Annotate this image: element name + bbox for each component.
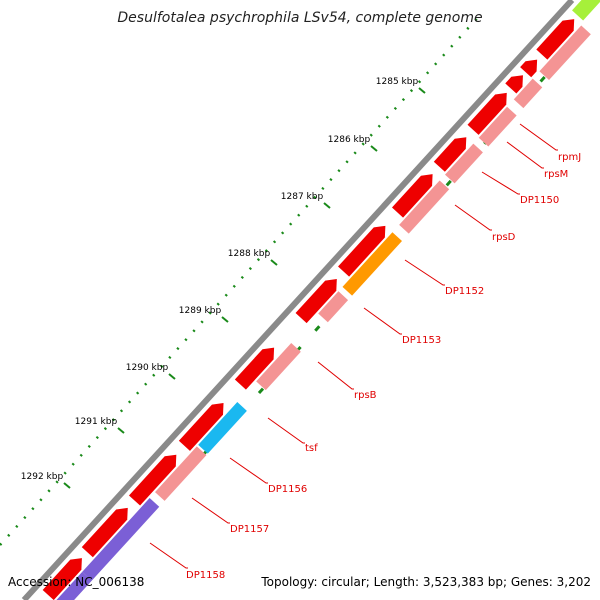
gene-leader-line bbox=[191, 497, 230, 524]
forward-gene-13 bbox=[536, 19, 575, 60]
gene-label-dp1157: DP1157 bbox=[230, 524, 269, 535]
kbp-tick-label: 1289 kbp bbox=[179, 306, 222, 316]
accession-text: Accession: NC_006138 bbox=[8, 575, 144, 589]
gene-leader-line bbox=[506, 141, 544, 169]
kbp-tick-mark bbox=[117, 427, 125, 434]
kbp-tick-mark bbox=[370, 145, 378, 152]
forward-gene-2 bbox=[81, 507, 128, 558]
gene-leader-line bbox=[317, 361, 354, 390]
forward-gene-4 bbox=[178, 403, 224, 451]
kbp-tick-label: 1286 kbp bbox=[328, 135, 371, 145]
kbp-ticks: 1285 kbp 1286 kbp 1287 kbp 1288 kbp 1289 kbp… bbox=[21, 77, 426, 489]
reverse-gene-7 bbox=[342, 232, 403, 296]
reverse-gene-5 bbox=[256, 342, 301, 391]
kbp-tick-mark bbox=[168, 373, 176, 380]
kbp-tick-label: 1287 kbp bbox=[281, 192, 324, 202]
gene-label-tsf: tsf bbox=[305, 443, 318, 454]
forward-strand-genes bbox=[42, 0, 600, 600]
forward-gene-11 bbox=[505, 75, 523, 94]
gene-labels: rpmJ rpsM DP1150 rpsD DP1152 DP1153 rpsB tsf DP1… bbox=[149, 123, 581, 581]
gene-label-rpsd: rpsD bbox=[492, 232, 516, 243]
gene-label-dp1153: DP1153 bbox=[402, 335, 441, 346]
kbp-tick-mark bbox=[63, 482, 71, 489]
reverse-gene-9 bbox=[445, 143, 483, 184]
reverse-gene-4 bbox=[198, 402, 247, 454]
reverse-gene-1 bbox=[56, 571, 92, 600]
forward-gene-8 bbox=[391, 174, 433, 218]
forward-gene-6 bbox=[295, 278, 337, 324]
reverse-gene-11 bbox=[513, 78, 543, 109]
gene-label-rpsm: rpsM bbox=[544, 169, 568, 180]
gene-leader-line bbox=[363, 307, 402, 335]
kbp-tick-mark bbox=[221, 316, 229, 323]
gene-leader-line bbox=[149, 542, 188, 569]
gene-leader-line bbox=[454, 204, 492, 231]
forward-gene-1 bbox=[42, 558, 82, 600]
gene-label-dp1156: DP1156 bbox=[268, 484, 307, 495]
kbp-tick-label: 1291 kbp bbox=[75, 417, 118, 427]
reverse-gene-6 bbox=[318, 291, 349, 323]
kbp-tick-label: 1290 kbp bbox=[126, 363, 169, 373]
kbp-tick-label: 1292 kbp bbox=[21, 472, 64, 482]
gene-label-dp1152: DP1152 bbox=[445, 286, 484, 297]
gene-leader-line bbox=[404, 259, 445, 286]
gene-label-rpsb: rpsB bbox=[354, 390, 377, 401]
reverse-gene-3 bbox=[155, 446, 207, 501]
genome-backbone bbox=[21, 0, 579, 600]
gene-leader-line bbox=[229, 457, 268, 484]
forward-gene-7 bbox=[338, 225, 386, 277]
forward-gene-9 bbox=[433, 137, 467, 172]
forward-gene-3 bbox=[128, 454, 177, 506]
gene-label-rpmj: rpmJ bbox=[558, 152, 581, 163]
gene-leader-line bbox=[267, 417, 305, 444]
reverse-gene-10 bbox=[478, 106, 517, 147]
gene-leader-line bbox=[481, 171, 520, 195]
reverse-gene-8 bbox=[399, 180, 450, 234]
kbp-tick-mark bbox=[418, 87, 426, 94]
kbp-tick-label: 1285 kbp bbox=[376, 77, 419, 87]
lime-gene bbox=[572, 0, 600, 21]
gene-label-dp1150: DP1150 bbox=[520, 195, 559, 206]
reverse-gene-2 bbox=[82, 498, 160, 581]
forward-gene-12 bbox=[520, 59, 538, 78]
gene-label-dp1158: DP1158 bbox=[186, 570, 225, 581]
forward-gene-5 bbox=[234, 347, 275, 390]
gene-leader-line bbox=[519, 123, 558, 151]
kbp-tick-label: 1288 kbp bbox=[228, 249, 271, 259]
forward-gene-10 bbox=[467, 92, 507, 135]
kbp-tick-mark bbox=[323, 202, 331, 209]
reverse-strand-genes bbox=[56, 25, 591, 600]
kbp-tick-mark bbox=[270, 259, 278, 266]
genome-summary-text: Topology: circular; Length: 3,523,383 bp… bbox=[260, 575, 591, 589]
map-title: Desulfotalea psychrophila LSv54, complet… bbox=[117, 10, 482, 26]
reverse-gene-12 bbox=[539, 25, 591, 81]
